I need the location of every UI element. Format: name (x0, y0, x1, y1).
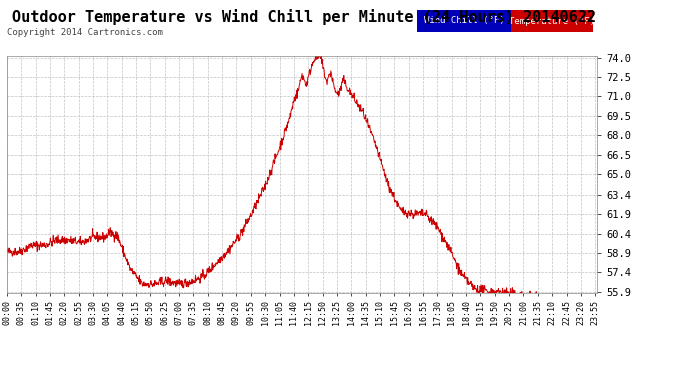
Text: Temperature (°F): Temperature (°F) (509, 16, 595, 26)
Text: Wind Chill (°F): Wind Chill (°F) (424, 16, 504, 26)
Text: Outdoor Temperature vs Wind Chill per Minute (24 Hours) 20140622: Outdoor Temperature vs Wind Chill per Mi… (12, 9, 595, 26)
Text: Copyright 2014 Cartronics.com: Copyright 2014 Cartronics.com (7, 28, 163, 37)
